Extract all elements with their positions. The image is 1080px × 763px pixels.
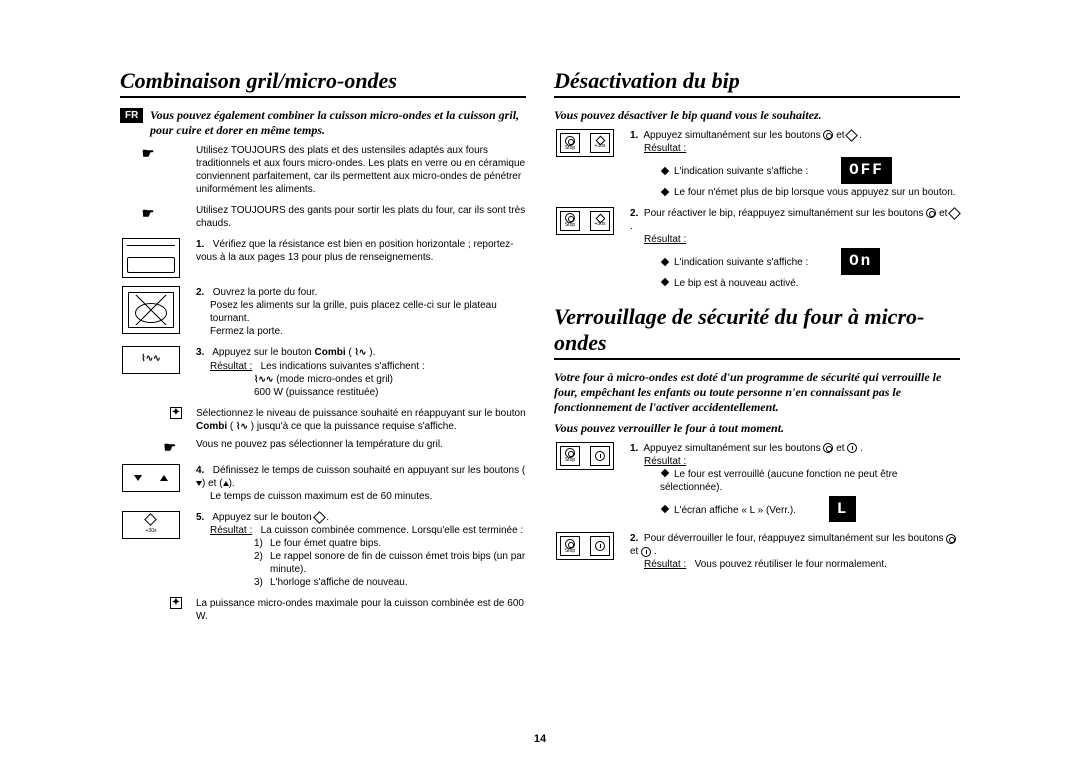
section-title-left: Combinaison gril/micro-ondes [120, 68, 526, 98]
footnote-row: ✦ La puissance micro-ondes maximale pour… [120, 597, 526, 623]
step-number: 2. [196, 286, 210, 299]
step-3-row: ⌇∿∿ 3. Appuyez sur le bouton Combi ( ⌇∿ … [120, 346, 526, 399]
step-3-sub-b: ☛ Vous ne pouvez pas sélectionner la tem… [120, 438, 526, 456]
step-2-row: 2. Ouvrez la porte du four. Posez les al… [120, 286, 526, 338]
page-number: 14 [0, 733, 1080, 745]
lock-step-2: Stop 2. Pour déverrouiller le four, réap… [554, 532, 960, 571]
select-text: Sélectionnez le niveau de puissance souh… [196, 408, 526, 419]
hand-icon: ☛ [120, 204, 182, 230]
beep-intro: Vous pouvez désactiver le bip quand vous… [554, 108, 960, 123]
language-tag: FR [120, 108, 143, 123]
warning-text-1: Utilisez TOUJOURS des plats et des usten… [196, 144, 526, 196]
step-5-result: La cuisson combinée commence. Lorsqu'ell… [261, 525, 524, 536]
step-number: 3. [196, 346, 210, 359]
step-4-illustration [120, 464, 182, 503]
two-column-layout: Combinaison gril/micro-ondes FR Vous pou… [120, 68, 960, 623]
lock-illus-2: Stop [554, 532, 616, 571]
left-column: Combinaison gril/micro-ondes FR Vous pou… [120, 68, 526, 623]
step-number: 1. [196, 238, 210, 251]
result-label: Résultat : [644, 234, 686, 245]
power-text: 600 W (puissance restituée) [196, 387, 379, 398]
beep-on-text: Le bip est à nouveau activé. [674, 278, 799, 289]
step-1-illustration [120, 238, 182, 278]
step-number: 4. [196, 464, 210, 477]
lock-r1: Le four est verrouillé (aucune fonction … [660, 469, 897, 493]
result-label: Résultat : [644, 559, 686, 570]
beep-step-1: Stop +30s 1. Appuyez simultanément sur l… [554, 129, 960, 199]
step-1-text: Vérifiez que la résistance est bien en p… [196, 239, 514, 263]
and-text: et [836, 443, 844, 454]
result-item-2: 2)Le rappel sonore de fin de cuisson éme… [240, 550, 526, 576]
lock-s2-result: Vous pouvez réutiliser le four normaleme… [695, 559, 887, 570]
step-number: 1. [630, 130, 638, 141]
mode-text: (mode micro-ondes et gril) [276, 374, 393, 385]
beep-step-2: Stop +30s 2. Pour réactiver le bip, réap… [554, 207, 960, 290]
step-4-max: Le temps de cuisson maximum est de 60 mi… [196, 490, 432, 503]
result-label: Résultat : [644, 143, 686, 154]
right-column: Désactivation du bip Vous pouvez désacti… [554, 68, 960, 623]
step-5-text: Appuyez sur le bouton [212, 512, 312, 523]
step-number: 2. [630, 533, 638, 544]
beep-ind: L'indication suivante s'affiche : [674, 166, 808, 177]
step-2-text-a: Ouvrez la porte du four. [213, 287, 318, 298]
step-5-row: +30s 5. Appuyez sur le bouton . Résultat… [120, 511, 526, 589]
step-5-illustration: +30s [120, 511, 182, 589]
intro-block: FR Vous pouvez également combiner la cui… [120, 108, 526, 138]
step-number: 2. [630, 208, 638, 219]
combi-label: Combi [315, 347, 349, 358]
step-2-text-c: Fermez la porte. [196, 325, 283, 338]
result-item-1: 1)Le four émet quatre bips. [240, 537, 526, 550]
step-4-text: Définissez le temps de cuisson souhaité … [213, 465, 525, 476]
beep-illus-2: Stop +30s [554, 207, 616, 290]
step-2-illustration [120, 286, 182, 338]
result-label: Résultat : [210, 525, 252, 536]
step-3-illustration: ⌇∿∿ [120, 346, 182, 399]
lock-intro2: Vous pouvez verrouiller le four à tout m… [554, 421, 960, 436]
result-item-3: 3)L'horloge s'affiche de nouveau. [240, 576, 526, 589]
lock-step-1: Stop 1. Appuyez simultanément sur les bo… [554, 442, 960, 525]
footnote-text: La puissance micro-ondes maximale pour l… [196, 597, 526, 623]
off-display: OFF [841, 157, 892, 184]
section-title-beep: Désactivation du bip [554, 68, 960, 98]
section-title-lock: Verrouillage de sécurité du four à micro… [554, 304, 960, 360]
hand-icon: ☛ [163, 438, 176, 456]
step-number: 1. [630, 443, 638, 454]
warning-row-2: ☛ Utilisez TOUJOURS des gants pour sorti… [120, 204, 526, 230]
intro-text: Vous pouvez également combiner la cuisso… [150, 108, 526, 138]
gril-temp-note: Vous ne pouvez pas sélectionner la tempé… [196, 438, 526, 456]
result-label: Résultat : [644, 456, 686, 467]
step-1-row: 1. Vérifiez que la résistance est bien e… [120, 238, 526, 278]
and-text: et [836, 130, 844, 141]
plus-note-icon: ✦ [170, 407, 182, 419]
lock-intro: Votre four à micro-ondes est doté d'un p… [554, 370, 960, 415]
step-3-text: Appuyez sur le bouton [212, 347, 312, 358]
warning-text-2: Utilisez TOUJOURS des gants pour sortir … [196, 204, 526, 230]
lock-r2: L'écran affiche « L » (Verr.). [674, 505, 796, 516]
step-number: 5. [196, 511, 210, 524]
manual-page: Combinaison gril/micro-ondes FR Vous pou… [0, 0, 1080, 763]
plus-note-icon: ✦ [170, 597, 182, 609]
beep-off-text: Le four n'émet plus de bip lorsque vous … [674, 187, 956, 198]
beep-illus-1: Stop +30s [554, 129, 616, 199]
on-display: On [841, 248, 880, 275]
beep-s1-text: Appuyez simultanément sur les boutons [643, 130, 820, 141]
lock-s2-text: Pour déverrouiller le four, réappuyez si… [644, 533, 944, 544]
lock-s1-text: Appuyez simultanément sur les boutons [643, 443, 820, 454]
beep-ind2: L'indication suivante s'affiche : [674, 257, 808, 268]
lock-illus-1: Stop [554, 442, 616, 525]
result-label: Résultat : [210, 361, 252, 372]
and-text: et [939, 208, 947, 219]
step-4-end: ). [229, 478, 235, 489]
step-2-text-b: Posez les aliments sur la grille, puis p… [196, 299, 526, 325]
and-text: et [630, 546, 638, 557]
step-3-result: Les indications suivantes s'affichent : [261, 361, 425, 372]
step-3-sub-a: ✦ Sélectionnez le niveau de puissance so… [120, 407, 526, 434]
until-text: jusqu'à ce que la puissance requise s'af… [257, 421, 457, 432]
beep-s2-text: Pour réactiver le bip, réappuyez simulta… [644, 208, 924, 219]
l-display: L [829, 496, 857, 523]
step-4-and: ) et ( [202, 478, 223, 489]
warning-row-1: ☛ Utilisez TOUJOURS des plats et des ust… [120, 144, 526, 196]
step-4-row: 4. Définissez le temps de cuisson souhai… [120, 464, 526, 503]
hand-icon: ☛ [120, 144, 182, 196]
